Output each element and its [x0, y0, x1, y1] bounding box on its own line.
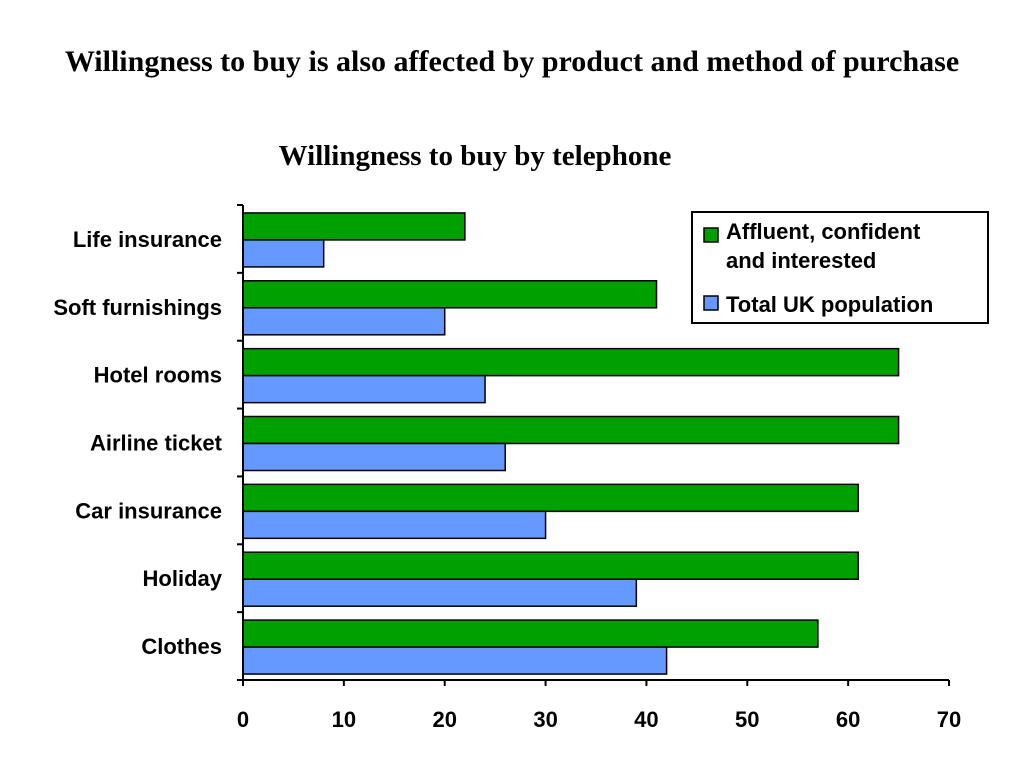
bar-total-uk	[242, 510, 547, 540]
legend-label: Total UK population	[726, 292, 933, 317]
x-tick-label: 40	[634, 707, 658, 732]
bar-total-uk	[242, 239, 325, 268]
bar-affluent	[242, 483, 859, 513]
bars-group	[242, 212, 900, 675]
chart-title: Willingness to buy by telephone	[278, 140, 672, 172]
axes-group: Life insurance Soft furnishings Hotel room…	[53, 204, 961, 732]
bar-total-uk	[242, 374, 486, 404]
bar-affluent	[242, 619, 819, 648]
legend: Affluent, confident and interested Total U…	[691, 211, 989, 324]
bar-affluent	[242, 347, 900, 377]
category-label: Car insurance	[75, 498, 222, 523]
category-label: Life insurance	[73, 227, 222, 252]
x-tick-label: 10	[332, 707, 356, 732]
slide-title: Willingness to buy is also affected by p…	[64, 45, 960, 78]
x-tick-label: 20	[432, 707, 456, 732]
x-tick-label: 70	[937, 707, 961, 732]
bar-affluent	[242, 551, 859, 580]
x-tick-label: 0	[237, 707, 249, 732]
bar-affluent	[242, 280, 658, 309]
category-label: Clothes	[141, 634, 222, 659]
x-tick-label: 30	[533, 707, 557, 732]
category-label: Soft furnishings	[53, 295, 222, 320]
bar-total-uk	[242, 442, 506, 472]
bar-total-uk	[242, 307, 446, 336]
category-label: Hotel rooms	[94, 363, 222, 388]
category-label: Holiday	[143, 566, 223, 591]
x-tick-label: 60	[836, 707, 860, 732]
legend-frame	[691, 211, 989, 324]
bar-affluent	[242, 212, 466, 241]
bar-total-uk	[242, 578, 638, 607]
legend-label: Affluent, confident and interested	[726, 219, 921, 273]
bar-total-uk	[242, 646, 668, 675]
bar-affluent	[242, 415, 900, 445]
category-label: Airline ticket	[90, 431, 223, 456]
legend-swatch	[703, 227, 719, 243]
x-tick-label: 50	[735, 707, 759, 732]
legend-swatch	[703, 295, 719, 311]
